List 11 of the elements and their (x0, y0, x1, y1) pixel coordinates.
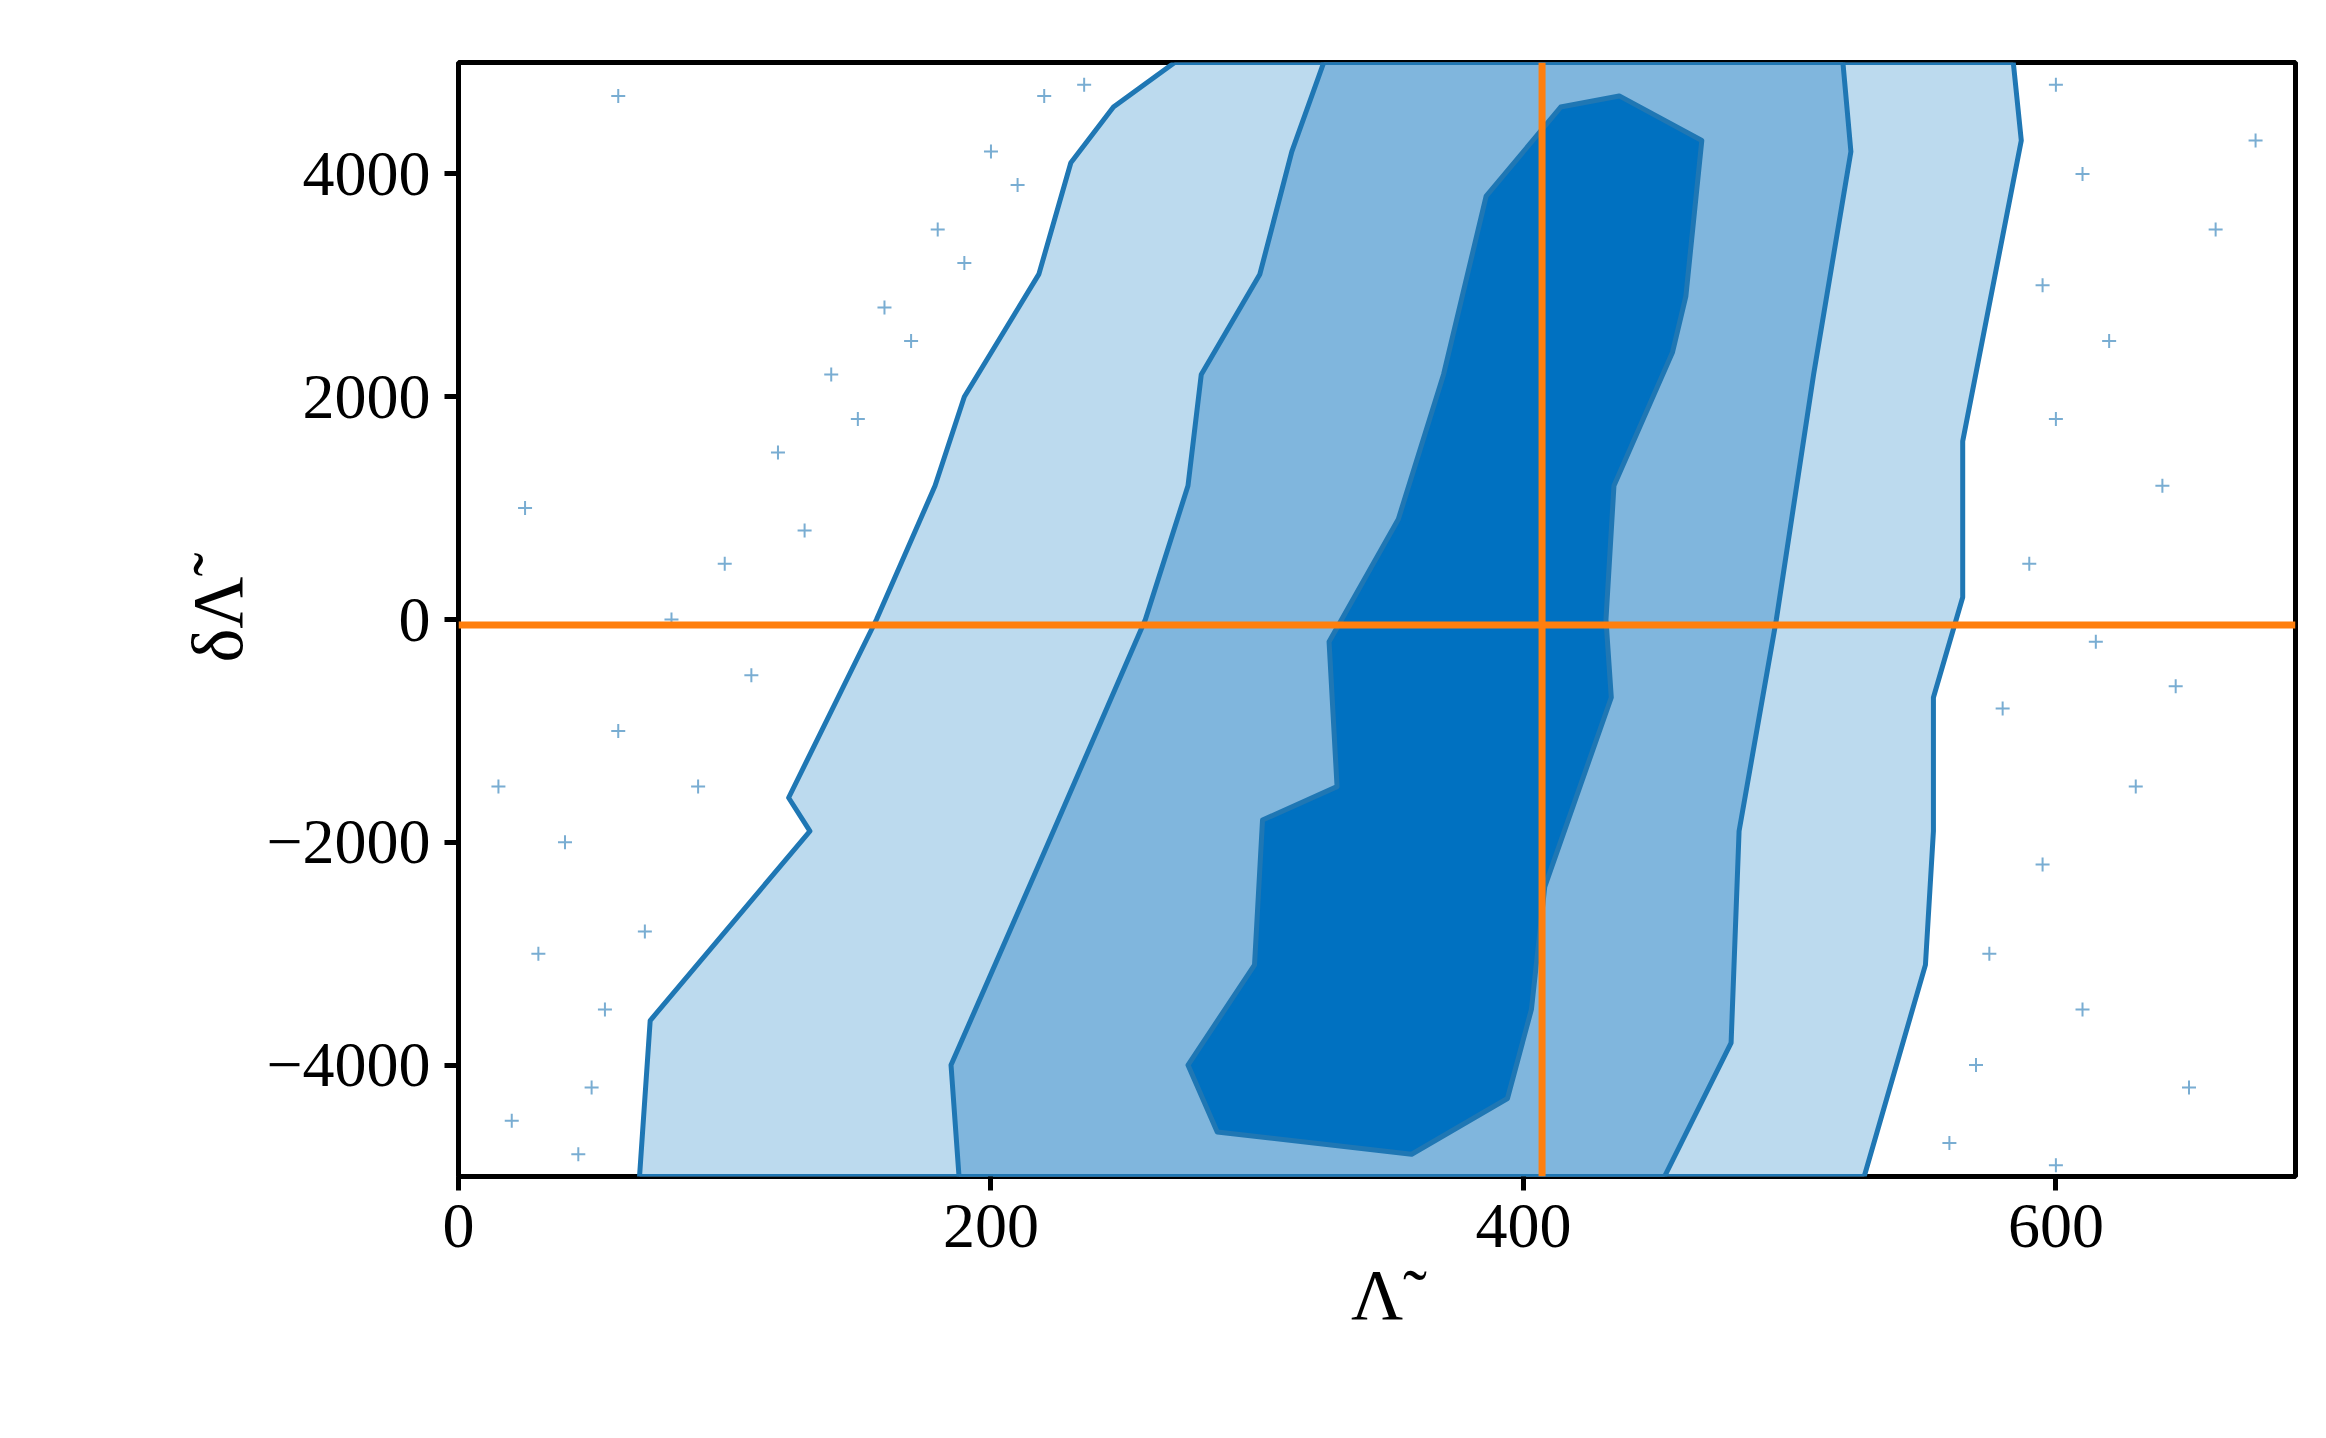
x-axis-title: Λ̃ (1350, 1254, 1428, 1335)
x-tick-label: 600 (2007, 1189, 2104, 1261)
x-tick-label: 400 (1475, 1189, 1572, 1261)
x-tick-label: 200 (942, 1189, 1039, 1261)
y-tick-label: 4000 (302, 137, 431, 209)
x-tick-label: 0 (442, 1189, 475, 1261)
y-axis-title: δΛ̃ (178, 552, 259, 663)
y-tick-label: 2000 (302, 360, 431, 432)
y-tick-label: −2000 (266, 806, 431, 878)
y-tick-label: −4000 (266, 1029, 431, 1101)
y-tick-label: 0 (398, 583, 431, 655)
